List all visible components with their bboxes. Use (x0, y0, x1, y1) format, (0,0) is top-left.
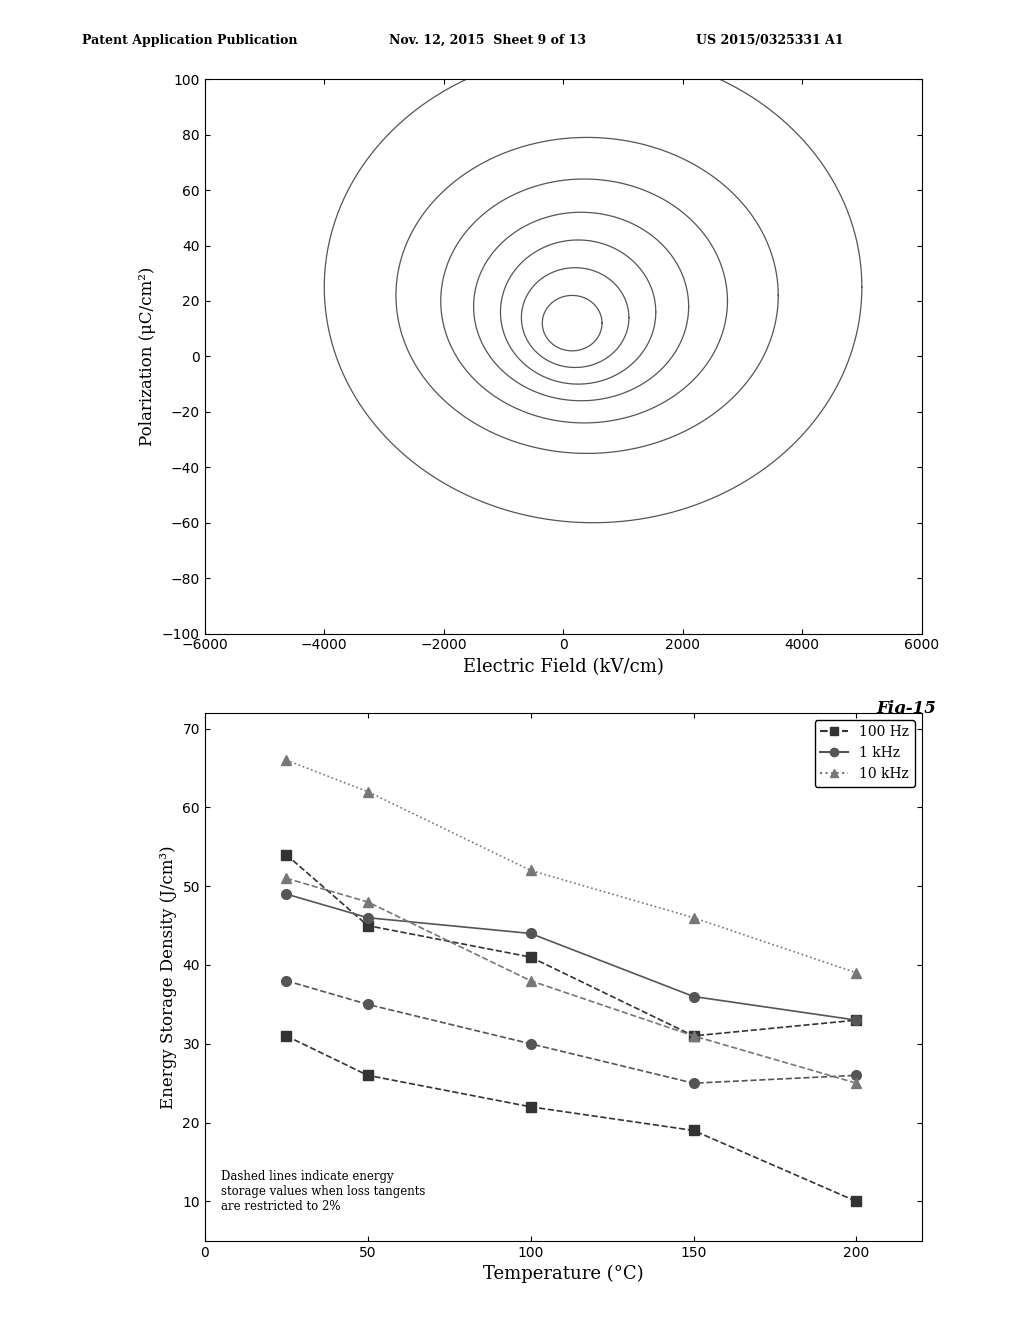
Text: Fig-15: Fig-15 (877, 700, 936, 717)
Text: Dashed lines indicate energy
storage values when loss tangents
are restricted to: Dashed lines indicate energy storage val… (221, 1170, 425, 1213)
Text: Nov. 12, 2015  Sheet 9 of 13: Nov. 12, 2015 Sheet 9 of 13 (389, 33, 586, 46)
Text: US 2015/0325331 A1: US 2015/0325331 A1 (696, 33, 844, 46)
Y-axis label: Energy Storage Density (J/cm³): Energy Storage Density (J/cm³) (160, 845, 177, 1109)
Text: Patent Application Publication: Patent Application Publication (82, 33, 297, 46)
Y-axis label: Polarization (μC/cm²): Polarization (μC/cm²) (139, 267, 157, 446)
X-axis label: Temperature (°C): Temperature (°C) (483, 1265, 643, 1283)
X-axis label: Electric Field (kV/cm): Electric Field (kV/cm) (463, 657, 664, 676)
Legend: 100 Hz, 1 kHz, 10 kHz: 100 Hz, 1 kHz, 10 kHz (815, 719, 914, 787)
